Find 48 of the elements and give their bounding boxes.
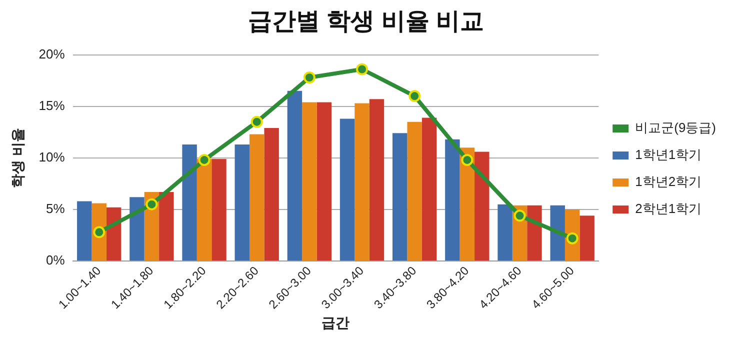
y-tick-label: 20% [38,46,66,62]
bar [445,139,460,261]
point [408,90,421,102]
bar [340,118,355,261]
bar [354,103,370,261]
point [93,226,106,238]
point [303,71,316,84]
bar [369,99,384,261]
bar [130,197,144,261]
legend-label: 비교군(9등급) [635,120,716,136]
point [514,210,526,222]
bar [498,204,512,261]
y-axis-title: 학생 비율 [9,128,26,188]
legend-label: 2학년1학기 [635,201,702,216]
point [198,154,210,166]
y-tick-label: 0% [46,252,66,268]
bar [159,192,174,261]
bar [106,207,122,261]
y-tick-label: 10% [38,149,66,164]
bar [234,144,250,261]
legend-label: 1학년2학기 [635,174,702,190]
bar [212,158,226,261]
chart-title: 급간별 학생 비율 비교 [248,8,484,36]
bar [302,102,317,261]
bar [249,134,264,261]
bar [550,205,565,261]
bar [474,152,490,261]
y-tick-label: 5% [46,201,66,216]
point [356,63,368,76]
bar [264,128,279,261]
bar [580,216,594,261]
bar [77,201,92,261]
point [566,232,578,244]
point [250,116,263,128]
bar [460,148,475,261]
bar [196,158,212,261]
y-tick-label: 15% [38,98,66,113]
bar [182,144,197,261]
bar [287,90,302,261]
bar [527,205,542,261]
bar [316,102,332,261]
legend-label: 1학년1학기 [635,147,702,162]
bar [422,118,437,261]
bar [392,133,408,261]
bar [407,122,422,261]
point [461,154,474,166]
point [146,198,158,210]
x-axis-title: 급간 [322,314,350,330]
